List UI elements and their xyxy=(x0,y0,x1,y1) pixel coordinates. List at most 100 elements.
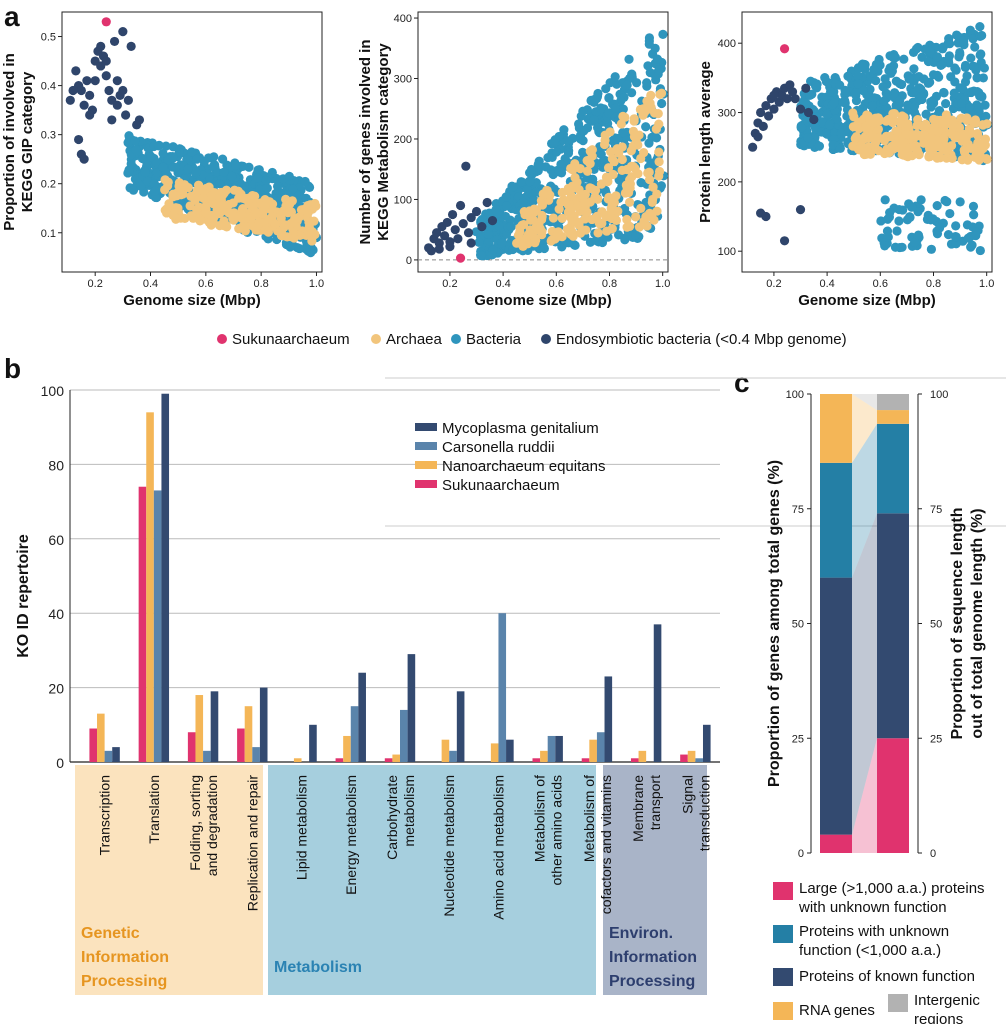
bacteria-point xyxy=(871,75,881,86)
archaea-point xyxy=(641,212,651,222)
bacteria-point xyxy=(950,63,960,73)
y-tick-label: 25 xyxy=(930,733,942,745)
x-axis-label: Genome size (Mbp) xyxy=(798,292,936,309)
bacteria-point xyxy=(620,235,630,245)
archaea-point xyxy=(593,228,603,238)
archaea-point xyxy=(899,150,909,160)
archaea-point xyxy=(934,151,944,161)
endo-point xyxy=(68,85,78,96)
endo-point xyxy=(112,76,122,86)
endo-point xyxy=(801,83,811,93)
category-group-label: Environ. xyxy=(609,925,673,942)
bacteria-point xyxy=(199,156,209,167)
bacteria-point xyxy=(601,84,611,94)
bar-nano xyxy=(97,713,105,762)
archaea-point xyxy=(537,200,548,210)
endo-point xyxy=(126,41,136,51)
bacteria-point xyxy=(838,97,848,107)
bacteria-point xyxy=(978,73,988,83)
endo-point xyxy=(118,27,128,37)
bacteria-point xyxy=(174,147,184,157)
plot-frame xyxy=(741,11,993,273)
endo-point xyxy=(118,85,128,96)
bar-cars xyxy=(203,750,211,762)
bacteria-point xyxy=(137,153,148,164)
bacteria-point xyxy=(578,136,588,146)
bacteria-point xyxy=(582,173,592,183)
bacteria-point xyxy=(578,106,588,116)
x-tick-label: 0.6 xyxy=(873,278,888,290)
bar-suku xyxy=(138,486,147,762)
legend-swatch xyxy=(415,442,437,450)
archaea-point xyxy=(882,148,892,158)
x-tick-label: 0.8 xyxy=(926,278,941,290)
bacteria-point xyxy=(183,164,193,174)
bacteria-point xyxy=(146,152,156,162)
x-tick-label: 0.4 xyxy=(143,278,158,290)
bacteria-point xyxy=(899,54,909,64)
bacteria-point xyxy=(956,98,967,108)
archaea-point xyxy=(947,153,957,164)
endo-point xyxy=(85,90,95,100)
endo-point xyxy=(90,76,100,86)
bacteria-point xyxy=(814,141,825,151)
endo-point xyxy=(107,115,117,125)
archaea-point xyxy=(603,194,613,204)
archaea-point xyxy=(936,117,946,127)
bacteria-point xyxy=(253,173,263,183)
endo-point xyxy=(795,104,806,114)
bacteria-point xyxy=(596,103,606,113)
panel-label-a: a xyxy=(4,1,20,32)
y-tick-label: 300 xyxy=(394,74,412,86)
archaea-point xyxy=(580,197,590,207)
archaea-point xyxy=(963,155,973,165)
legend-a: Sukunaarchaeum Archaea Bacteria Endosymb… xyxy=(217,331,847,348)
archaea-point xyxy=(651,124,661,134)
y-tick-label: 400 xyxy=(394,13,412,25)
archaea-point xyxy=(947,129,957,139)
category-group-label: Information xyxy=(81,949,169,966)
bacteria-point xyxy=(880,195,890,205)
archaea-point xyxy=(599,139,610,150)
bacteria-point xyxy=(878,82,888,92)
bar-myco xyxy=(506,739,514,762)
scatter-protein-length: 0.2 0.4 0.6 0.8 1.0 100 200 300 400 Genome size (… xyxy=(697,11,994,309)
archaea-point xyxy=(198,193,208,203)
archaea-point xyxy=(566,163,576,174)
bacteria-point xyxy=(968,34,978,44)
category-group-label: Information xyxy=(609,949,697,966)
bacteria-point xyxy=(528,196,539,206)
bacteria-point xyxy=(522,184,532,195)
archaea-point xyxy=(655,89,665,99)
legend-label-endo: Endosymbiotic bacteria (<0.4 Mbp genome) xyxy=(556,331,847,348)
archaea-point xyxy=(625,179,635,189)
archaea-point xyxy=(221,185,231,195)
endo-point xyxy=(453,234,463,244)
legend-swatch xyxy=(415,461,437,469)
endo-point xyxy=(466,212,476,223)
archaea-point xyxy=(183,183,193,193)
archaea-point xyxy=(959,145,969,155)
category-label: metabolism xyxy=(401,775,417,847)
stack-segment-unknown_small xyxy=(820,462,852,578)
archaea-point xyxy=(903,119,913,129)
bacteria-point xyxy=(880,241,890,251)
bacteria-point xyxy=(974,103,984,113)
y-tick-label: 0.5 xyxy=(41,32,56,44)
category-group-label: Genetic xyxy=(81,925,140,942)
archaea-point xyxy=(978,143,988,153)
archaea-point xyxy=(258,209,268,219)
bacteria-point xyxy=(892,226,902,236)
endo-point xyxy=(466,238,476,248)
archaea-point xyxy=(652,206,662,216)
bacteria-point xyxy=(869,64,879,75)
legend-swatch xyxy=(415,423,437,431)
legend-swatch xyxy=(773,925,793,943)
y-axis-label: KO ID repertoire xyxy=(15,534,32,658)
archaea-point xyxy=(861,149,871,159)
endo-point xyxy=(774,97,784,107)
endo-point xyxy=(434,244,444,254)
bacteria-point xyxy=(926,102,936,112)
y-tick-label: 0 xyxy=(930,848,936,860)
bacteria-point xyxy=(227,171,237,181)
